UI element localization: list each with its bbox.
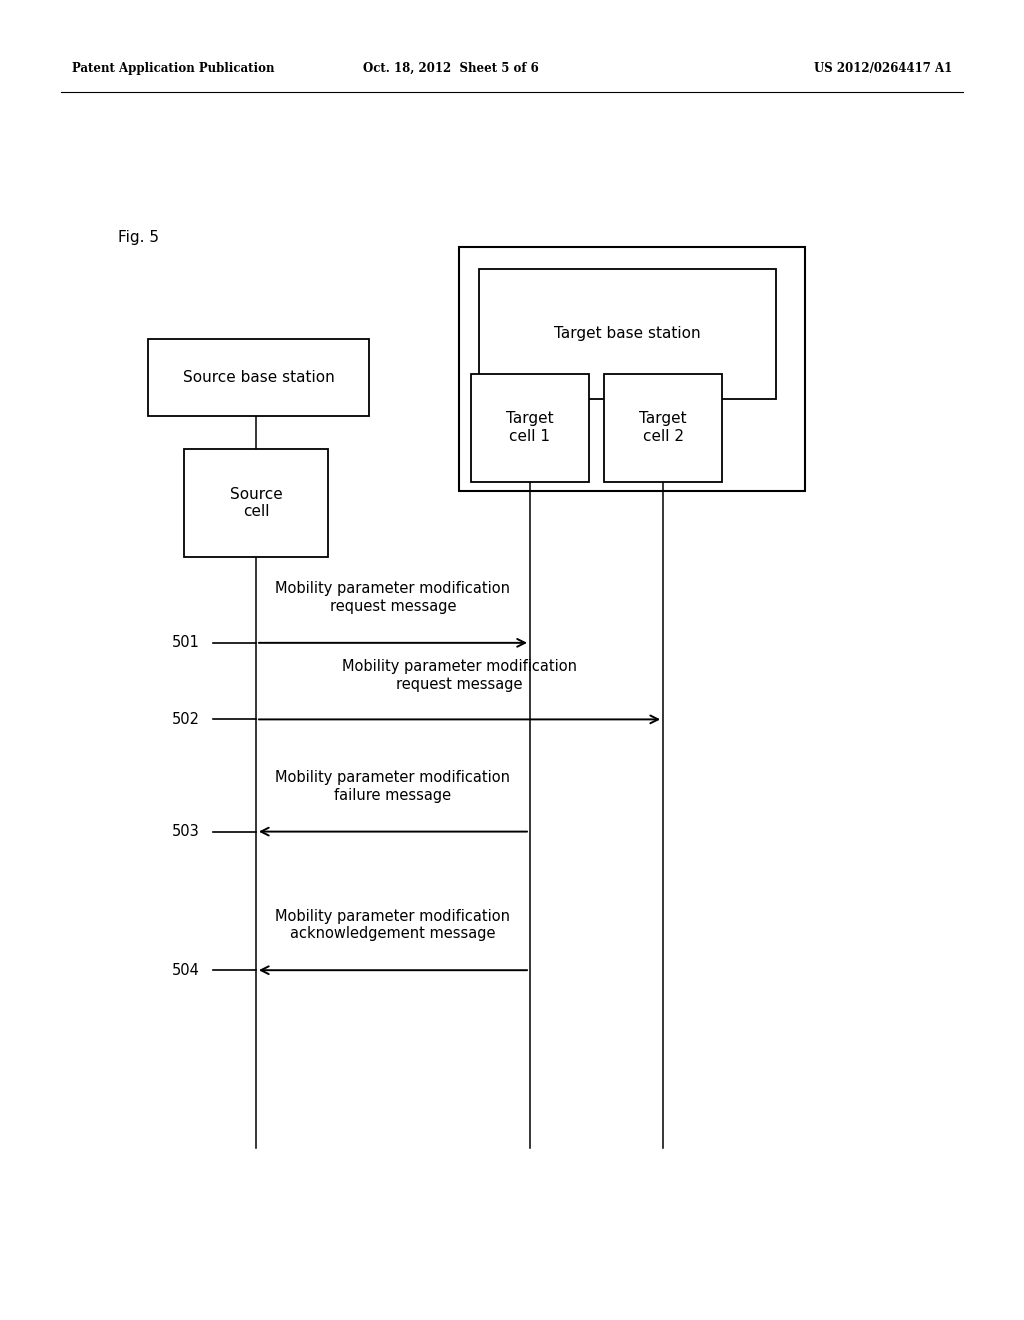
- FancyBboxPatch shape: [184, 449, 328, 557]
- FancyBboxPatch shape: [479, 269, 776, 399]
- Text: Fig. 5: Fig. 5: [118, 230, 159, 246]
- Text: Mobility parameter modification
acknowledgement message: Mobility parameter modification acknowle…: [275, 908, 510, 941]
- Text: 502: 502: [172, 711, 200, 727]
- Text: 504: 504: [172, 962, 200, 978]
- FancyBboxPatch shape: [459, 247, 805, 491]
- FancyBboxPatch shape: [148, 339, 369, 416]
- FancyBboxPatch shape: [471, 374, 589, 482]
- FancyBboxPatch shape: [604, 374, 722, 482]
- Text: Mobility parameter modification
request message: Mobility parameter modification request …: [342, 659, 577, 692]
- Text: Mobility parameter modification
request message: Mobility parameter modification request …: [275, 581, 510, 614]
- Text: Oct. 18, 2012  Sheet 5 of 6: Oct. 18, 2012 Sheet 5 of 6: [362, 62, 539, 75]
- Text: Target
cell 1: Target cell 1: [506, 412, 554, 444]
- Text: Patent Application Publication: Patent Application Publication: [72, 62, 274, 75]
- Text: 503: 503: [172, 824, 200, 840]
- Text: Source
cell: Source cell: [229, 487, 283, 519]
- Text: US 2012/0264417 A1: US 2012/0264417 A1: [814, 62, 952, 75]
- Text: Target base station: Target base station: [554, 326, 701, 342]
- Text: Source base station: Source base station: [182, 370, 335, 385]
- Text: 501: 501: [172, 635, 200, 651]
- Text: Target
cell 2: Target cell 2: [639, 412, 687, 444]
- Text: Mobility parameter modification
failure message: Mobility parameter modification failure …: [275, 770, 510, 803]
